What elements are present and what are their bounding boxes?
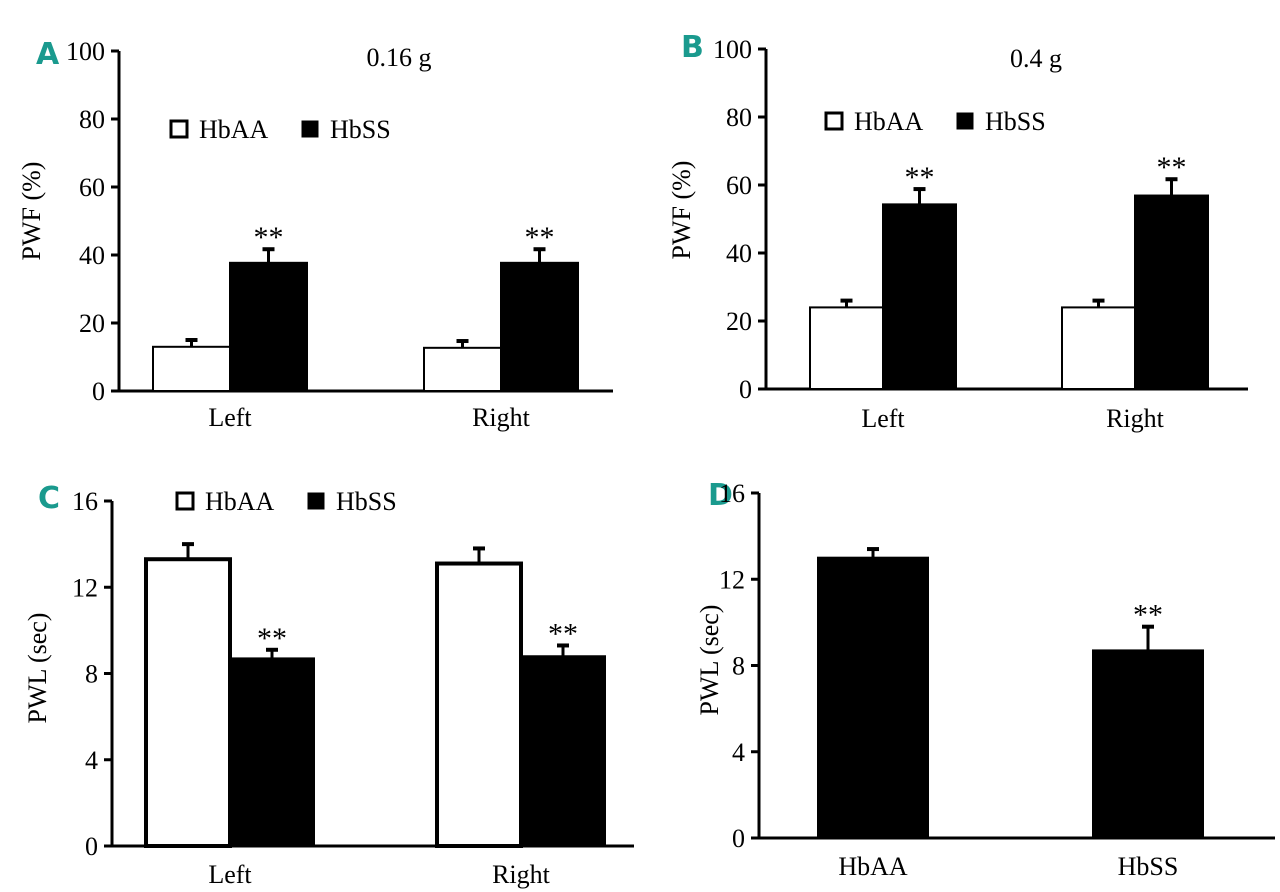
significance-marker: ** (1157, 151, 1187, 184)
y-axis-label: PWF (%) (17, 162, 46, 261)
legend-label-hbaa: HbAA (205, 487, 275, 516)
bar-hbaa-right (423, 346, 502, 393)
y-tick-label: 0 (739, 375, 752, 404)
significance-marker: ** (905, 161, 935, 194)
y-tick-label: 40 (79, 241, 105, 270)
bar-hbss-right (1134, 194, 1209, 390)
legend-label-hbss: HbSS (985, 107, 1046, 136)
y-tick-label: 20 (726, 307, 752, 336)
x-tick-label: Right (1106, 404, 1165, 433)
y-tick-label: 16 (72, 487, 98, 516)
legend-swatch-hbaa (824, 111, 844, 131)
bar-mean-hbss (1092, 649, 1204, 839)
panel-letter: D (708, 478, 733, 513)
bar-hbss-left (229, 657, 315, 847)
legend-label-hbaa: HbAA (199, 115, 269, 144)
y-tick-label: 16 (719, 479, 745, 508)
legend-label-hbss: HbSS (330, 115, 391, 144)
legend-label-hbaa: HbAA (854, 107, 924, 136)
x-tick-label: Right (472, 403, 531, 432)
panel-letter: B (681, 30, 704, 65)
y-axis-label: PWF (%) (667, 161, 696, 260)
legend-swatch-hbaa (175, 491, 195, 511)
y-tick-label: 60 (79, 173, 105, 202)
legend-swatch-hbss (301, 120, 319, 138)
y-tick-label: 8 (85, 660, 98, 689)
significance-marker: ** (548, 617, 578, 650)
y-axis-label: PWL (sec) (23, 613, 52, 724)
chart-title: 0.16 g (367, 43, 432, 72)
bar-hbss-right (520, 655, 606, 847)
x-tick-label: HbAA (838, 852, 908, 881)
bar-hbss-left (882, 203, 957, 390)
y-tick-label: 0 (92, 377, 105, 406)
legend-swatch-hbaa (169, 119, 189, 139)
panel-d: D 0 4 8 12 16 PWL (sec) HbAA HbSS ** (695, 478, 1275, 881)
x-tick-label: HbSS (1118, 852, 1179, 881)
y-tick-label: 20 (79, 309, 105, 338)
y-tick-label: 12 (719, 565, 745, 594)
bar-hbaa-left (809, 306, 884, 390)
y-tick-label: 4 (85, 746, 98, 775)
legend-swatch-hbss (307, 492, 325, 510)
legend-label-hbss: HbSS (336, 487, 397, 516)
y-tick-label: 100 (66, 37, 105, 66)
significance-marker: ** (254, 221, 284, 254)
bar-hbaa-right (435, 561, 523, 848)
y-tick-label: 12 (72, 573, 98, 602)
y-tick-label: 40 (726, 239, 752, 268)
bar-hbaa-right (1061, 306, 1136, 390)
y-tick-label: 80 (79, 105, 105, 134)
bar-mean-hbaa (817, 556, 929, 839)
y-tick-label: 80 (726, 103, 752, 132)
y-tick-label: 60 (726, 171, 752, 200)
x-tick-label: Left (208, 860, 252, 889)
significance-marker: ** (525, 221, 555, 254)
bar-hbss-left (229, 261, 308, 392)
x-tick-label: Right (492, 860, 551, 889)
legend-swatch-hbss (956, 112, 974, 130)
panel-b: B 0 20 40 60 80 100 PWF (%) 0.4 g Left Right ** ** Hb… (667, 30, 1248, 433)
chart-title: 0.4 g (1010, 44, 1062, 73)
panel-letter: C (38, 481, 60, 516)
y-tick-label: 0 (85, 832, 98, 861)
significance-marker: ** (257, 622, 287, 655)
y-tick-label: 8 (732, 652, 745, 681)
bar-hbss-right (500, 261, 579, 392)
y-tick-label: 4 (732, 738, 745, 767)
panel-a: A 0 20 40 60 80 100 PWF (%) 0.16 g Left Right ** ** H… (17, 37, 613, 432)
bar-hbaa-left (144, 557, 232, 848)
bar-hbaa-left (152, 345, 231, 392)
x-tick-label: Left (861, 404, 905, 433)
significance-marker: ** (1133, 599, 1163, 632)
y-axis-label: PWL (sec) (695, 605, 724, 716)
y-tick-label: 100 (713, 35, 752, 64)
x-tick-label: Left (208, 403, 252, 432)
y-tick-label: 0 (732, 824, 745, 853)
panel-c: C 0 4 8 12 16 PWL (sec) Left Right ** ** HbAA HbSS (23, 481, 634, 889)
panel-letter: A (36, 37, 60, 72)
